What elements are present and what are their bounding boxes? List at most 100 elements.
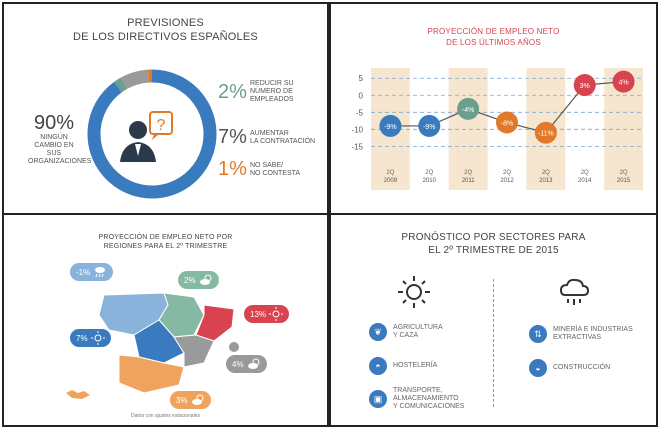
region-canary: [66, 390, 90, 399]
data-label: 3%: [580, 83, 590, 90]
legend-text-line: NO SABE/: [250, 161, 284, 169]
sector-label-line: ALMACENAMIENTO: [393, 395, 459, 402]
badge-catalonia: 13%: [244, 305, 290, 323]
badge-label: 3%: [176, 395, 188, 405]
y-tick-label: -5: [356, 108, 364, 117]
badge-label: 2%: [184, 275, 196, 285]
x-tick-label: 2014: [578, 178, 592, 184]
sector-label-line: TRANSPORTE,: [393, 387, 443, 394]
legend-text-line: LA CONTRATACIÓN: [250, 137, 316, 145]
legend-item-reducir: 2% REDUCIR SU NÚMERO DE EMPLEADOS: [218, 80, 294, 104]
x-tick-quarter: 2Q: [464, 170, 472, 176]
donut-segment: [114, 77, 128, 93]
left-text-line2: CAMBIO EN SUS: [34, 142, 74, 157]
badge-north-east: 2%: [178, 271, 219, 289]
badge-label: -1%: [76, 267, 91, 277]
data-label: 4%: [619, 80, 629, 87]
panel2-title-line1: PROYECCIÓN DE EMPLEO NETO: [427, 27, 560, 36]
panel3-title-line1: PROYECCIÓN DE EMPLEO NETO POR: [98, 234, 233, 241]
panel-proyeccion-anos: PROYECCIÓN DE EMPLEO NETO DE LOS ÚLTIMOS…: [329, 2, 658, 215]
legend-text-line: REDUCIR SU: [250, 80, 294, 87]
sector-label-line: HOSTELERÍA: [393, 362, 438, 369]
sector-label-line: Y COMUNICACIONES: [393, 403, 465, 410]
sun-icon: [398, 276, 430, 308]
donut-segment: [87, 69, 217, 199]
data-label: -9%: [384, 124, 396, 131]
sector-label: AGRICULTURA Y CAZA: [393, 324, 443, 340]
panel1-title: PREVISIONES DE LOS DIRECTIVOS ESPAÑOLES: [4, 16, 327, 44]
panel2-title: PROYECCIÓN DE EMPLEO NETO DE LOS ÚLTIMOS…: [331, 26, 656, 48]
donut-segment: [120, 69, 150, 89]
sector-label-line: CONSTRUCCIÓN: [553, 364, 611, 371]
data-point: [457, 97, 480, 120]
data-point: [612, 70, 635, 93]
x-tick-label: 2012: [500, 178, 514, 184]
region-baleares: [229, 342, 239, 352]
donut-ring: [87, 69, 217, 199]
sun-icon: [269, 307, 284, 321]
sector-label-line: EXTRACTIVAS: [553, 334, 602, 341]
y-tick-label: -10: [351, 125, 363, 134]
partly-cloudy-icon: [191, 394, 204, 405]
badge-label: 13%: [250, 309, 267, 319]
data-label: -8%: [501, 121, 513, 128]
panel-regiones: PROYECCIÓN DE EMPLEO NETO POR REGIONES P…: [2, 213, 329, 427]
x-tick-label: 2010: [423, 178, 437, 184]
question-bubble-icon: ?: [149, 111, 173, 140]
sector-mineria: ⇅ MINERÍA E INDUSTRIAS EXTRACTIVAS: [529, 325, 633, 343]
panel1-title-line1: PREVISIONES: [127, 17, 204, 29]
donut-chart: ?: [87, 69, 217, 199]
legend-pct: 1%: [218, 158, 247, 180]
partly-cloudy-icon: [247, 358, 260, 369]
data-point: [379, 114, 402, 137]
data-label: -11%: [538, 131, 554, 138]
helmet-icon: ◒: [529, 359, 547, 377]
cloche-icon: ◓: [369, 357, 387, 375]
x-tick-label: 2015: [617, 178, 631, 184]
sector-construccion: ◒ CONSTRUCCIÓN: [529, 359, 610, 377]
panel4-title: PRONÓSTICO POR SECTORES PARA EL 2º TRIME…: [331, 231, 656, 257]
badge-centre: 7%: [70, 329, 111, 347]
sector-hosteleria: ◓ HOSTELERÍA: [369, 357, 437, 375]
person-icon: [120, 121, 156, 162]
data-point: [534, 121, 557, 144]
sector-label-line: MINERÍA E INDUSTRIAS: [553, 326, 633, 333]
badge-label: 4%: [232, 359, 244, 369]
bus-icon: ▣: [369, 390, 387, 408]
badge-east: 4%: [226, 355, 267, 373]
data-point: [496, 111, 518, 134]
x-tick-quarter: 2Q: [503, 170, 511, 176]
legend-item-aumentar: 7% AUMENTAR LA CONTRATACIÓN: [218, 126, 315, 149]
x-tick-quarter: 2Q: [425, 170, 433, 176]
x-tick-quarter: 2Q: [386, 170, 394, 176]
svg-text:?: ?: [157, 117, 166, 134]
data-point: [573, 74, 596, 97]
panel1-title-line2: DE LOS DIRECTIVOS ESPAÑOLES: [73, 31, 258, 43]
region-east: [173, 334, 215, 368]
rain-icon: [95, 267, 106, 278]
map-footnote: Datos con ajustes estacionales: [131, 413, 200, 419]
x-tick-label: 2013: [539, 178, 553, 184]
sun-icon: [90, 331, 105, 345]
x-tick-quarter: 2Q: [581, 170, 589, 176]
data-label: -9%: [423, 124, 435, 131]
line-chart: 5 0 -5 -10 -15 -9% 2Q 2009 -9% 2Q 2010 -4% 2Q 2011 -8%…: [351, 68, 643, 190]
legend-text-line: NÚMERO DE: [250, 88, 293, 95]
badge-label: 7%: [76, 333, 88, 343]
y-tick-label: 0: [359, 91, 364, 100]
legend-text-line: EMPLEADOS: [250, 96, 294, 103]
sector-label-line: AGRICULTURA: [393, 324, 443, 331]
sector-agricultura: ❦ AGRICULTURA Y CAZA: [369, 323, 443, 341]
x-tick-label: 2011: [462, 178, 476, 184]
x-tick-quarter: 2Q: [542, 170, 550, 176]
partly-cloudy-icon: [199, 274, 212, 285]
spain-map: [66, 292, 239, 399]
region-south: [118, 354, 185, 394]
rain-cloud-icon: [559, 278, 590, 305]
panel3-title: PROYECCIÓN DE EMPLEO NETO POR REGIONES P…: [4, 233, 327, 251]
panel2-title-line2: DE LOS ÚLTIMOS AÑOS: [446, 38, 541, 47]
left-text-line3: ORGANIZACIONES: [28, 158, 92, 165]
sector-label: TRANSPORTE, ALMACENAMIENTO Y COMUNICACIO…: [393, 387, 464, 411]
panel4-title-line2: EL 2º TRIMESTRE DE 2015: [428, 245, 559, 256]
legend-text: AUMENTAR LA CONTRATACIÓN: [250, 130, 315, 146]
